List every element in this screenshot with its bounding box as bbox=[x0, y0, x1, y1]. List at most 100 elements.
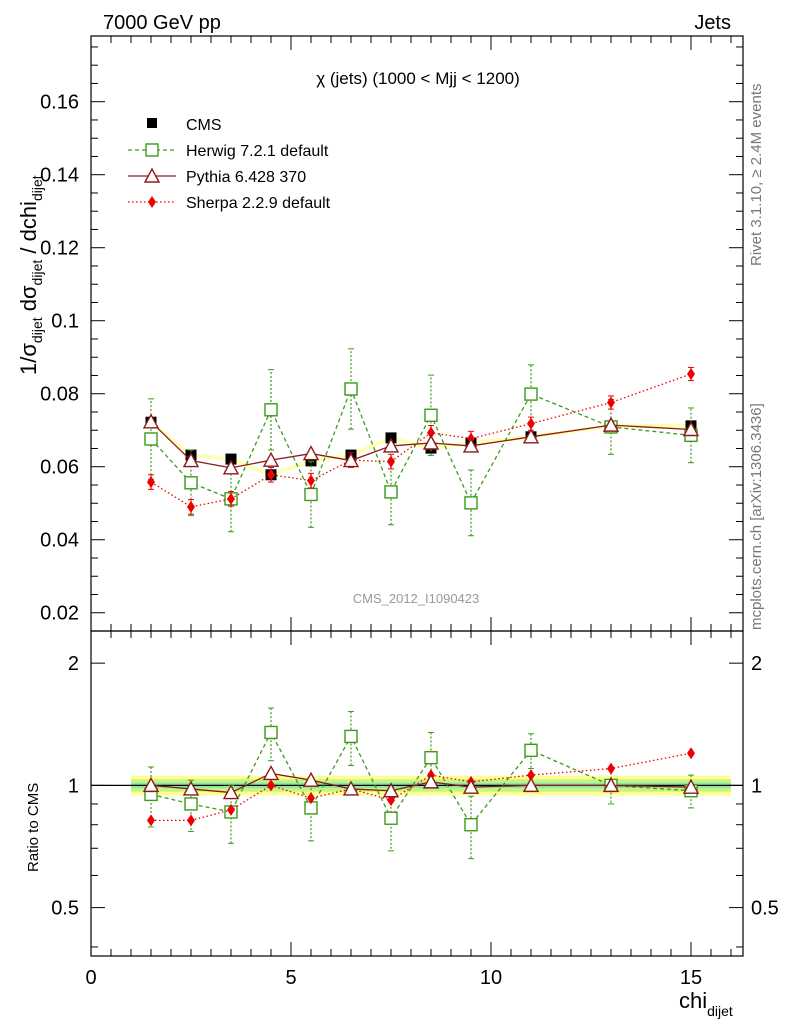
y-tick-label-ratio-right: 2 bbox=[751, 653, 762, 675]
sherpa-point bbox=[687, 368, 695, 381]
pythia-ratio-point bbox=[682, 778, 700, 794]
herwig-point bbox=[304, 487, 318, 502]
y-tick-label-main: 0.16 bbox=[40, 92, 79, 114]
main-panel-series bbox=[142, 348, 700, 537]
pythia-ratio-point bbox=[222, 784, 240, 800]
sherpa-line bbox=[150, 373, 692, 508]
herwig-ratio-point bbox=[264, 725, 278, 740]
x-tick-label: 10 bbox=[480, 967, 502, 989]
mcplots-label: mcplots.cern.ch [arXiv:1306.3436] bbox=[748, 403, 765, 630]
chart-title: χ (jets) (1000 < Mjj < 1200) bbox=[316, 69, 520, 88]
y-tick-label-main: 0.14 bbox=[40, 165, 79, 187]
pythia-point bbox=[342, 452, 360, 468]
ratio-panel-frame bbox=[90, 630, 744, 957]
pythia-point bbox=[422, 434, 440, 450]
pythia-point bbox=[302, 445, 320, 461]
legend-pythia-marker bbox=[143, 167, 161, 183]
y-tick-label-ratio-right: 0.5 bbox=[751, 898, 779, 920]
x-tick-label: 15 bbox=[680, 967, 702, 989]
legend-herwig-label: Herwig 7.2.1 default bbox=[186, 143, 329, 160]
herwig-ratio-point bbox=[384, 811, 398, 825]
pythia-ratio-point bbox=[602, 776, 620, 793]
pythia-ratio-point bbox=[422, 773, 440, 789]
header-left: 7000 GeV pp bbox=[103, 12, 221, 34]
legend-herwig-marker bbox=[145, 143, 159, 157]
herwig-point bbox=[264, 403, 278, 417]
rivet-label: Rivet 3.1.10, ≥ 2.4M events bbox=[748, 84, 765, 267]
legend-cms-marker bbox=[147, 118, 157, 128]
axes: 0 5 10 15 0.02 0.04 0.06 0.08 0.1 0.12 0.14 0.16 0.5… bbox=[40, 35, 779, 989]
herwig-point bbox=[424, 408, 438, 422]
pythia-point bbox=[222, 459, 240, 475]
pythia-point bbox=[382, 437, 400, 453]
pythia-ratio-point bbox=[262, 764, 280, 781]
sherpa-ratio-point bbox=[687, 747, 695, 760]
legend-sherpa-marker bbox=[148, 196, 156, 208]
x-axis-label: chidijet bbox=[679, 988, 733, 1019]
y-tick-label-main: 0.06 bbox=[40, 457, 79, 479]
herwig-point bbox=[344, 382, 358, 396]
analysis-label: CMS_2012_I1090423 bbox=[353, 591, 480, 606]
herwig-ratio-point bbox=[424, 750, 438, 765]
pythia-ratio-point bbox=[382, 782, 400, 798]
legend-pythia-label: Pythia 6.428 370 bbox=[186, 169, 306, 186]
pythia-point bbox=[602, 416, 620, 432]
pythia-ratio-point bbox=[302, 771, 320, 787]
sherpa-ratio-point bbox=[147, 814, 155, 827]
y-tick-label-ratio-right: 1 bbox=[751, 775, 762, 797]
cms-point bbox=[305, 455, 317, 467]
pythia-point bbox=[522, 428, 540, 444]
y-tick-label-ratio: 2 bbox=[68, 653, 79, 675]
x-tick-label: 0 bbox=[85, 967, 96, 989]
herwig-point bbox=[524, 387, 538, 401]
cms-uncertainty-band bbox=[151, 420, 691, 477]
sherpa-point bbox=[267, 468, 275, 481]
main-panel-band bbox=[151, 420, 691, 477]
pythia-point bbox=[682, 421, 700, 437]
y-tick-label-main: 0.1 bbox=[51, 311, 79, 333]
y-axis-label-main: 1/σdijet dσdijet / dchidijet bbox=[16, 175, 45, 375]
herwig-ratio-point bbox=[524, 743, 538, 758]
legend: CMS Herwig 7.2.1 default Pythia 6.428 37… bbox=[128, 117, 331, 212]
sherpa-ratio-point bbox=[267, 779, 275, 792]
y-tick-label-ratio: 0.5 bbox=[51, 898, 79, 920]
herwig-point bbox=[144, 432, 158, 446]
sherpa-point bbox=[607, 396, 615, 409]
sherpa-point bbox=[527, 417, 535, 430]
sherpa-point bbox=[427, 426, 435, 439]
pythia-ratio-point bbox=[342, 780, 360, 796]
sherpa-ratio-point bbox=[227, 803, 235, 816]
sherpa-ratio-point bbox=[607, 762, 615, 775]
y-tick-label-main: 0.12 bbox=[40, 238, 79, 260]
pythia-ratio-line bbox=[150, 772, 692, 794]
y-axis-label-ratio: Ratio to CMS bbox=[25, 783, 42, 872]
y-tick-label-main: 0.04 bbox=[40, 530, 79, 552]
x-tick-label: 5 bbox=[285, 967, 296, 989]
pythia-ratio-point bbox=[462, 778, 480, 794]
y-tick-label-ratio: 1 bbox=[68, 775, 79, 797]
sherpa-ratio-point bbox=[307, 792, 315, 805]
herwig-ratio-point bbox=[344, 729, 358, 744]
pythia-point bbox=[462, 437, 480, 453]
y-tick-label-main: 0.02 bbox=[40, 603, 79, 625]
pythia-point bbox=[142, 413, 160, 429]
pythia-point bbox=[182, 452, 200, 468]
herwig-ratio-point bbox=[184, 797, 198, 811]
sherpa-point bbox=[307, 474, 315, 487]
pythia-ratio-point bbox=[522, 776, 540, 793]
sherpa-point bbox=[147, 476, 155, 489]
ratio-panel-series bbox=[142, 707, 700, 860]
herwig-point bbox=[184, 476, 198, 490]
sherpa-point bbox=[387, 455, 395, 468]
svg-text:1/σdijet dσdijet / dchidijet: 1/σdijet dσdijet / dchidijet bbox=[16, 175, 45, 375]
herwig-point bbox=[384, 485, 398, 499]
pythia-ratio-point bbox=[142, 776, 160, 793]
herwig-point bbox=[464, 496, 478, 510]
sherpa-point bbox=[187, 500, 195, 513]
y-tick-label-main: 0.08 bbox=[40, 384, 79, 406]
header-right: Jets bbox=[694, 12, 731, 34]
legend-cms-label: CMS bbox=[186, 117, 222, 134]
cms-point bbox=[225, 453, 237, 465]
